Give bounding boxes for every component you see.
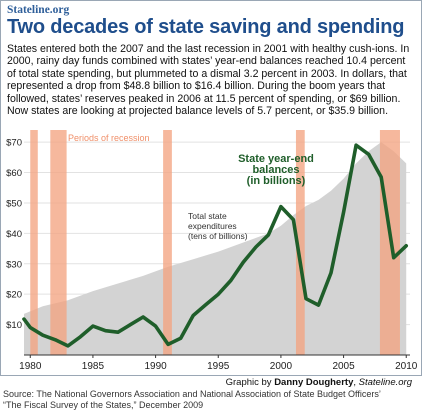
balances-label-line: State year-end <box>238 153 314 165</box>
source-line-1: Source: The National Governors Associati… <box>3 389 381 399</box>
x-tick-label: 2000 <box>270 361 293 372</box>
recession-band <box>50 130 67 355</box>
x-tick-label: 2010 <box>395 361 418 372</box>
savings-spending-chart: $10 $20 $30 $40 $50 $60 $70 1980 1985 1990 1995 200… <box>6 130 418 372</box>
x-tick-label: 1995 <box>207 361 230 372</box>
y-tick-label: $60 <box>6 168 22 179</box>
y-tick-label: $70 <box>6 138 22 149</box>
intro-paragraph: States entered both the 2007 and the las… <box>7 43 410 118</box>
recession-band <box>295 130 305 355</box>
axes: $10 $20 $30 $40 $50 $60 $70 1980 1985 1990 1995 200… <box>6 138 418 372</box>
graphic-credit: Graphic by Danny Dougherty, Stateline.or… <box>226 377 412 388</box>
chart-labels: Periods of recession Total stateexpenditu… <box>68 133 314 241</box>
balances-line <box>22 143 409 348</box>
balances-label-line: (in billions) <box>247 175 306 187</box>
y-tick-label: $50 <box>6 198 22 209</box>
expenditures-label-line: expenditures <box>188 221 237 231</box>
credit-separator: , <box>353 377 359 388</box>
x-tick-label: 1980 <box>19 361 42 372</box>
recession-band <box>30 130 38 355</box>
x-tick-label: 1990 <box>144 361 167 372</box>
balances-label-line: balances <box>252 164 299 176</box>
site-logo[interactable]: Stateline.org <box>7 4 70 16</box>
recession-label: Periods of recession <box>68 133 150 143</box>
credit-prefix: Graphic by <box>225 377 275 388</box>
y-tick-label: $20 <box>6 290 22 301</box>
source-note: Source: The National Governors Associati… <box>3 389 419 411</box>
expenditures-label-line: Total state <box>188 211 227 221</box>
x-tick-label: 2005 <box>332 361 355 372</box>
expenditures-label-line: (tens of billions) <box>188 231 248 241</box>
y-tick-label: $30 <box>6 259 22 270</box>
recession-band <box>163 130 172 355</box>
credit-author: Danny Dougherty <box>274 377 354 388</box>
credit-outlet: Stateline.org <box>358 377 412 388</box>
x-tick-label: 1985 <box>82 361 105 372</box>
y-tick-label: $10 <box>6 320 22 331</box>
balances-line-shape <box>22 143 409 348</box>
headline: Two decades of state saving and spending <box>7 16 405 38</box>
source-line-2: “The Fiscal Survey of the States,” Decem… <box>3 400 204 410</box>
y-tick-label: $40 <box>6 229 22 240</box>
